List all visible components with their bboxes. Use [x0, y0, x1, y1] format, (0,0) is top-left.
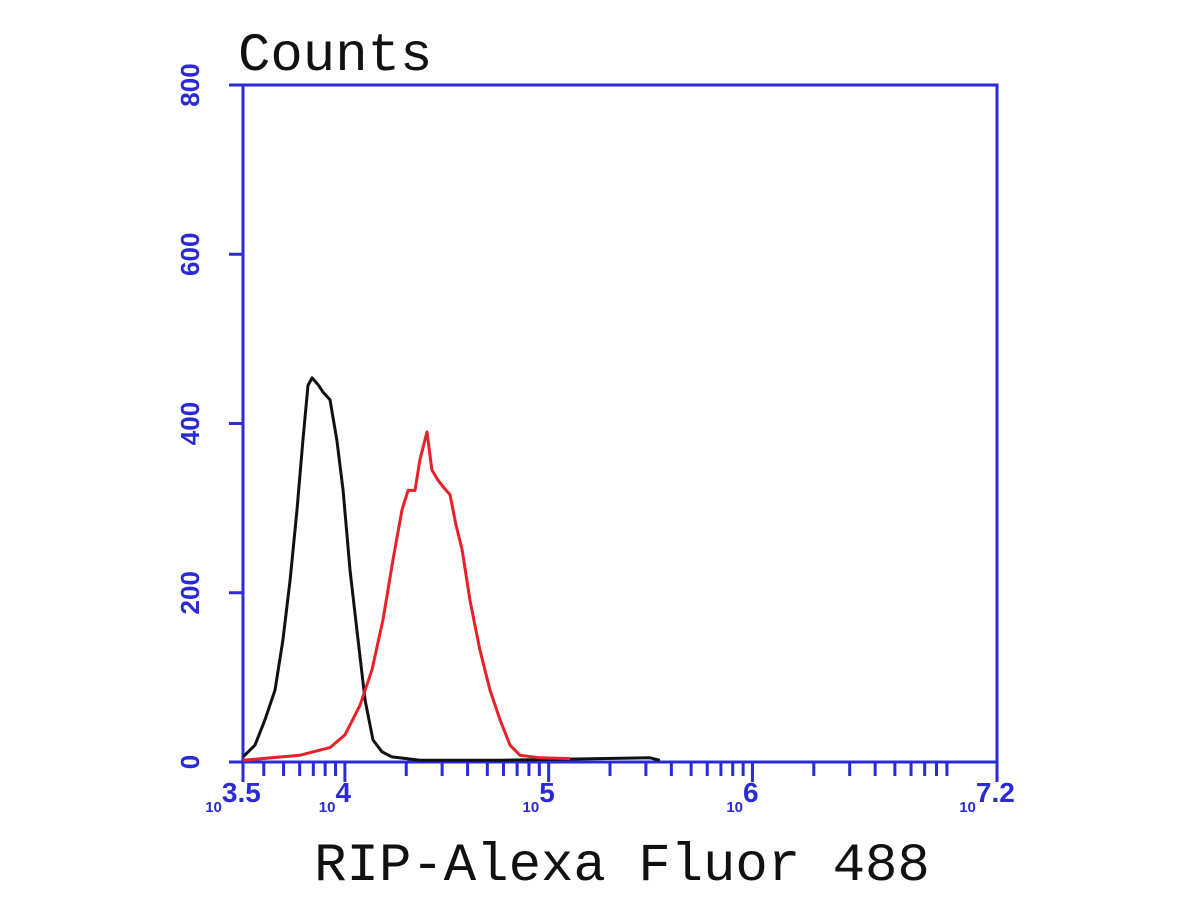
x-axis-label: RIP-Alexa Fluor 488 — [314, 836, 930, 897]
x-tick-base: 10 — [205, 799, 222, 816]
x-tick-power: 4 — [335, 777, 351, 808]
x-tick-label: 103.5 — [205, 777, 261, 816]
x-tick-base: 10 — [959, 799, 976, 816]
x-tick-label: 104 — [319, 777, 352, 816]
y-tick-label: 0 — [175, 755, 205, 769]
plot-frame — [241, 83, 999, 764]
x-tick-base: 10 — [523, 799, 540, 816]
x-tick-label: 106 — [726, 777, 758, 816]
x-tick-power: 7.2 — [976, 777, 1015, 808]
x-tick-power: 3.5 — [222, 777, 261, 808]
chart-title: Counts — [238, 26, 432, 87]
x-tick-power: 6 — [743, 777, 759, 808]
x-tick-base: 10 — [726, 799, 743, 816]
y-tick-label: 600 — [175, 233, 205, 276]
histogram-line — [241, 376, 661, 762]
x-tick-label: 105 — [523, 777, 555, 816]
x-tick-power: 5 — [539, 777, 555, 808]
y-tick-label: 200 — [175, 571, 205, 614]
histogram-line — [242, 430, 571, 762]
y-tick-label: 800 — [175, 63, 205, 106]
x-tick-label: 107.2 — [959, 777, 1015, 816]
x-tick-base: 10 — [319, 799, 336, 816]
y-tick-label: 400 — [175, 402, 205, 445]
